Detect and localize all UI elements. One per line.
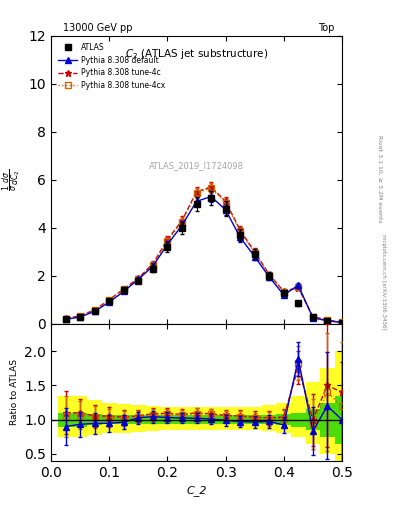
Y-axis label: Ratio to ATLAS: Ratio to ATLAS (10, 359, 19, 425)
Text: mcplots.cern.ch [arXiv:1306.3436]: mcplots.cern.ch [arXiv:1306.3436] (381, 234, 386, 329)
Text: $C_2$ (ATLAS jet substructure): $C_2$ (ATLAS jet substructure) (125, 47, 268, 61)
X-axis label: C_2: C_2 (186, 485, 207, 496)
Legend: ATLAS, Pythia 8.308 default, Pythia 8.308 tune-4c, Pythia 8.308 tune-4cx: ATLAS, Pythia 8.308 default, Pythia 8.30… (55, 39, 168, 93)
Text: Rivet 3.1.10, ≥ 3.2M events: Rivet 3.1.10, ≥ 3.2M events (377, 135, 382, 223)
Text: 13000 GeV pp: 13000 GeV pp (63, 23, 132, 33)
Text: Top: Top (318, 23, 334, 33)
Text: ATLAS_2019_I1724098: ATLAS_2019_I1724098 (149, 161, 244, 170)
Y-axis label: $\frac{1}{\sigma}\frac{d\sigma}{dC_2}$: $\frac{1}{\sigma}\frac{d\sigma}{dC_2}$ (0, 168, 23, 191)
